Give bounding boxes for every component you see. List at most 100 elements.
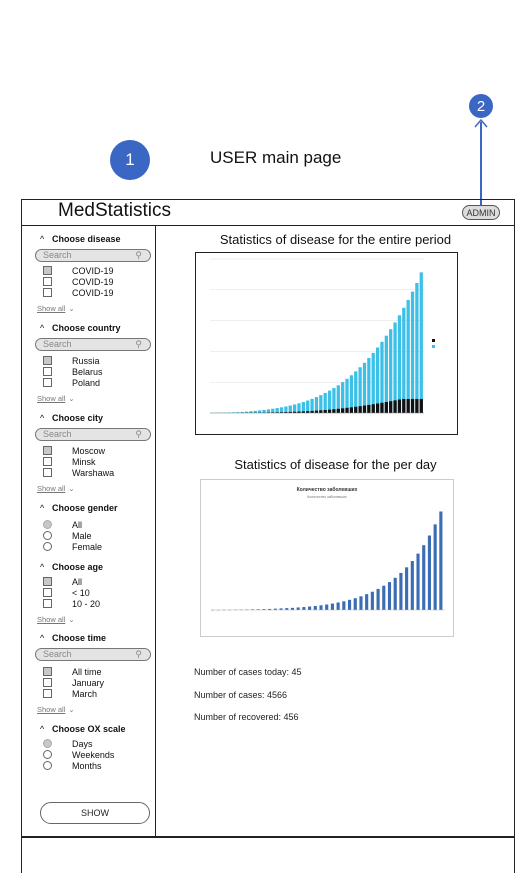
app-frame: MedStatistics ADMIN ^ Choose disease Sear… xyxy=(21,199,515,873)
checkbox[interactable] xyxy=(43,678,52,687)
checkbox[interactable] xyxy=(43,277,52,286)
annotation-marker-1: 1 xyxy=(110,140,150,180)
city-filter-header[interactable]: ^ Choose city xyxy=(40,413,103,423)
checkbox[interactable] xyxy=(43,378,52,387)
age-option[interactable]: < 10 xyxy=(43,588,153,598)
disease-option[interactable]: COVID-19 xyxy=(43,266,153,276)
country-option[interactable]: Belarus xyxy=(43,367,153,377)
ox-scale-option[interactable]: Weekends xyxy=(43,750,153,760)
recovered-bar xyxy=(415,399,418,413)
recovered-bar xyxy=(385,402,388,413)
per-day-bar xyxy=(302,607,305,610)
radio-button[interactable] xyxy=(43,750,52,759)
time-option[interactable]: All time xyxy=(43,667,153,677)
radio-button[interactable] xyxy=(43,739,52,748)
country-option[interactable]: Russia xyxy=(43,356,153,366)
chevron-down-icon: ⌄ xyxy=(68,705,74,714)
chart1-container xyxy=(195,252,458,435)
disease-search-input[interactable]: Search ⚲ xyxy=(35,249,151,262)
filter-sidebar: ^ Choose disease Search ⚲ COVID-19 COVID-1… xyxy=(22,226,156,836)
checkbox[interactable] xyxy=(43,356,52,365)
disease-filter-header[interactable]: ^ Choose disease xyxy=(40,234,121,244)
cases-bar xyxy=(254,411,257,413)
country-filter-header[interactable]: ^ Choose country xyxy=(40,323,121,333)
recovered-bar xyxy=(328,410,331,413)
checkbox[interactable] xyxy=(43,689,52,698)
time-option[interactable]: March xyxy=(43,689,153,699)
disease-show-all-link[interactable]: Show all ⌄ xyxy=(37,304,75,313)
checkbox[interactable] xyxy=(43,266,52,275)
chevron-up-icon: ^ xyxy=(40,562,52,572)
gender-option[interactable]: Female xyxy=(43,542,153,552)
cases-bar xyxy=(302,402,305,413)
cases-bar xyxy=(293,404,296,413)
per-day-bar xyxy=(434,524,437,610)
recovered-bar xyxy=(337,409,340,413)
app-title: MedStatistics xyxy=(58,200,171,222)
recovered-bar xyxy=(324,410,327,413)
gender-option[interactable]: Male xyxy=(43,531,153,541)
disease-option[interactable]: COVID-19 xyxy=(43,288,153,298)
age-filter-header[interactable]: ^ Choose age xyxy=(40,562,103,572)
time-show-all-link[interactable]: Show all ⌄ xyxy=(37,705,75,714)
city-option[interactable]: Warshawa xyxy=(43,468,153,478)
cases-bar xyxy=(415,283,418,413)
cases-bar xyxy=(385,336,388,413)
checkbox[interactable] xyxy=(43,468,52,477)
recovered-bar xyxy=(341,408,344,413)
admin-button[interactable]: ADMIN xyxy=(462,205,500,220)
per-day-bar xyxy=(348,600,351,610)
checkbox[interactable] xyxy=(43,288,52,297)
cases-bar xyxy=(280,407,283,413)
page-caption: USER main page xyxy=(210,148,341,168)
ox-scale-option[interactable]: Days xyxy=(43,739,153,749)
checkbox[interactable] xyxy=(43,446,52,455)
age-show-all-link[interactable]: Show all ⌄ xyxy=(37,615,75,624)
country-option[interactable]: Poland xyxy=(43,378,153,388)
age-option[interactable]: 10 - 20 xyxy=(43,599,153,609)
city-option[interactable]: Minsk xyxy=(43,457,153,467)
recovered-bar xyxy=(380,403,383,413)
checkbox[interactable] xyxy=(43,599,52,608)
radio-button[interactable] xyxy=(43,531,52,540)
radio-button[interactable] xyxy=(43,761,52,770)
cases-bar xyxy=(372,353,375,413)
age-option[interactable]: All xyxy=(43,577,153,587)
checkbox[interactable] xyxy=(43,367,52,376)
city-option[interactable]: Moscow xyxy=(43,446,153,456)
ox-scale-filter-header[interactable]: ^ Choose OX scale xyxy=(40,724,126,734)
recovered-bar xyxy=(354,407,357,413)
cases-bar xyxy=(289,406,292,413)
cases-bar xyxy=(276,408,279,413)
annotation-arrow-head xyxy=(474,118,488,128)
ox-scale-option[interactable]: Months xyxy=(43,761,153,771)
chevron-up-icon: ^ xyxy=(40,633,52,643)
recovered-bar xyxy=(411,399,414,413)
cases-bar xyxy=(363,363,366,413)
gender-filter-header[interactable]: ^ Choose gender xyxy=(40,503,118,513)
time-option[interactable]: January xyxy=(43,678,153,688)
cases-bar xyxy=(262,410,265,413)
chart2-title-text: Количество заболевших xyxy=(297,486,358,493)
checkbox[interactable] xyxy=(43,667,52,676)
country-show-all-link[interactable]: Show all ⌄ xyxy=(37,394,75,403)
time-search-input[interactable]: Search ⚲ xyxy=(35,648,151,661)
radio-button[interactable] xyxy=(43,542,52,551)
country-search-input[interactable]: Search ⚲ xyxy=(35,338,151,351)
disease-option[interactable]: COVID-19 xyxy=(43,277,153,287)
checkbox[interactable] xyxy=(43,588,52,597)
per-day-bar xyxy=(359,596,362,610)
chevron-up-icon: ^ xyxy=(40,724,52,734)
gender-option[interactable]: All xyxy=(43,520,153,530)
checkbox[interactable] xyxy=(43,577,52,586)
cases-bar xyxy=(367,358,370,413)
cases-bar xyxy=(306,401,309,413)
checkbox[interactable] xyxy=(43,457,52,466)
show-button[interactable]: SHOW xyxy=(40,802,150,824)
cases-bar xyxy=(420,272,423,413)
city-show-all-link[interactable]: Show all ⌄ xyxy=(37,484,75,493)
per-day-bar xyxy=(337,602,340,610)
time-filter-header[interactable]: ^ Choose time xyxy=(40,633,106,643)
radio-button[interactable] xyxy=(43,520,52,529)
city-search-input[interactable]: Search ⚲ xyxy=(35,428,151,441)
